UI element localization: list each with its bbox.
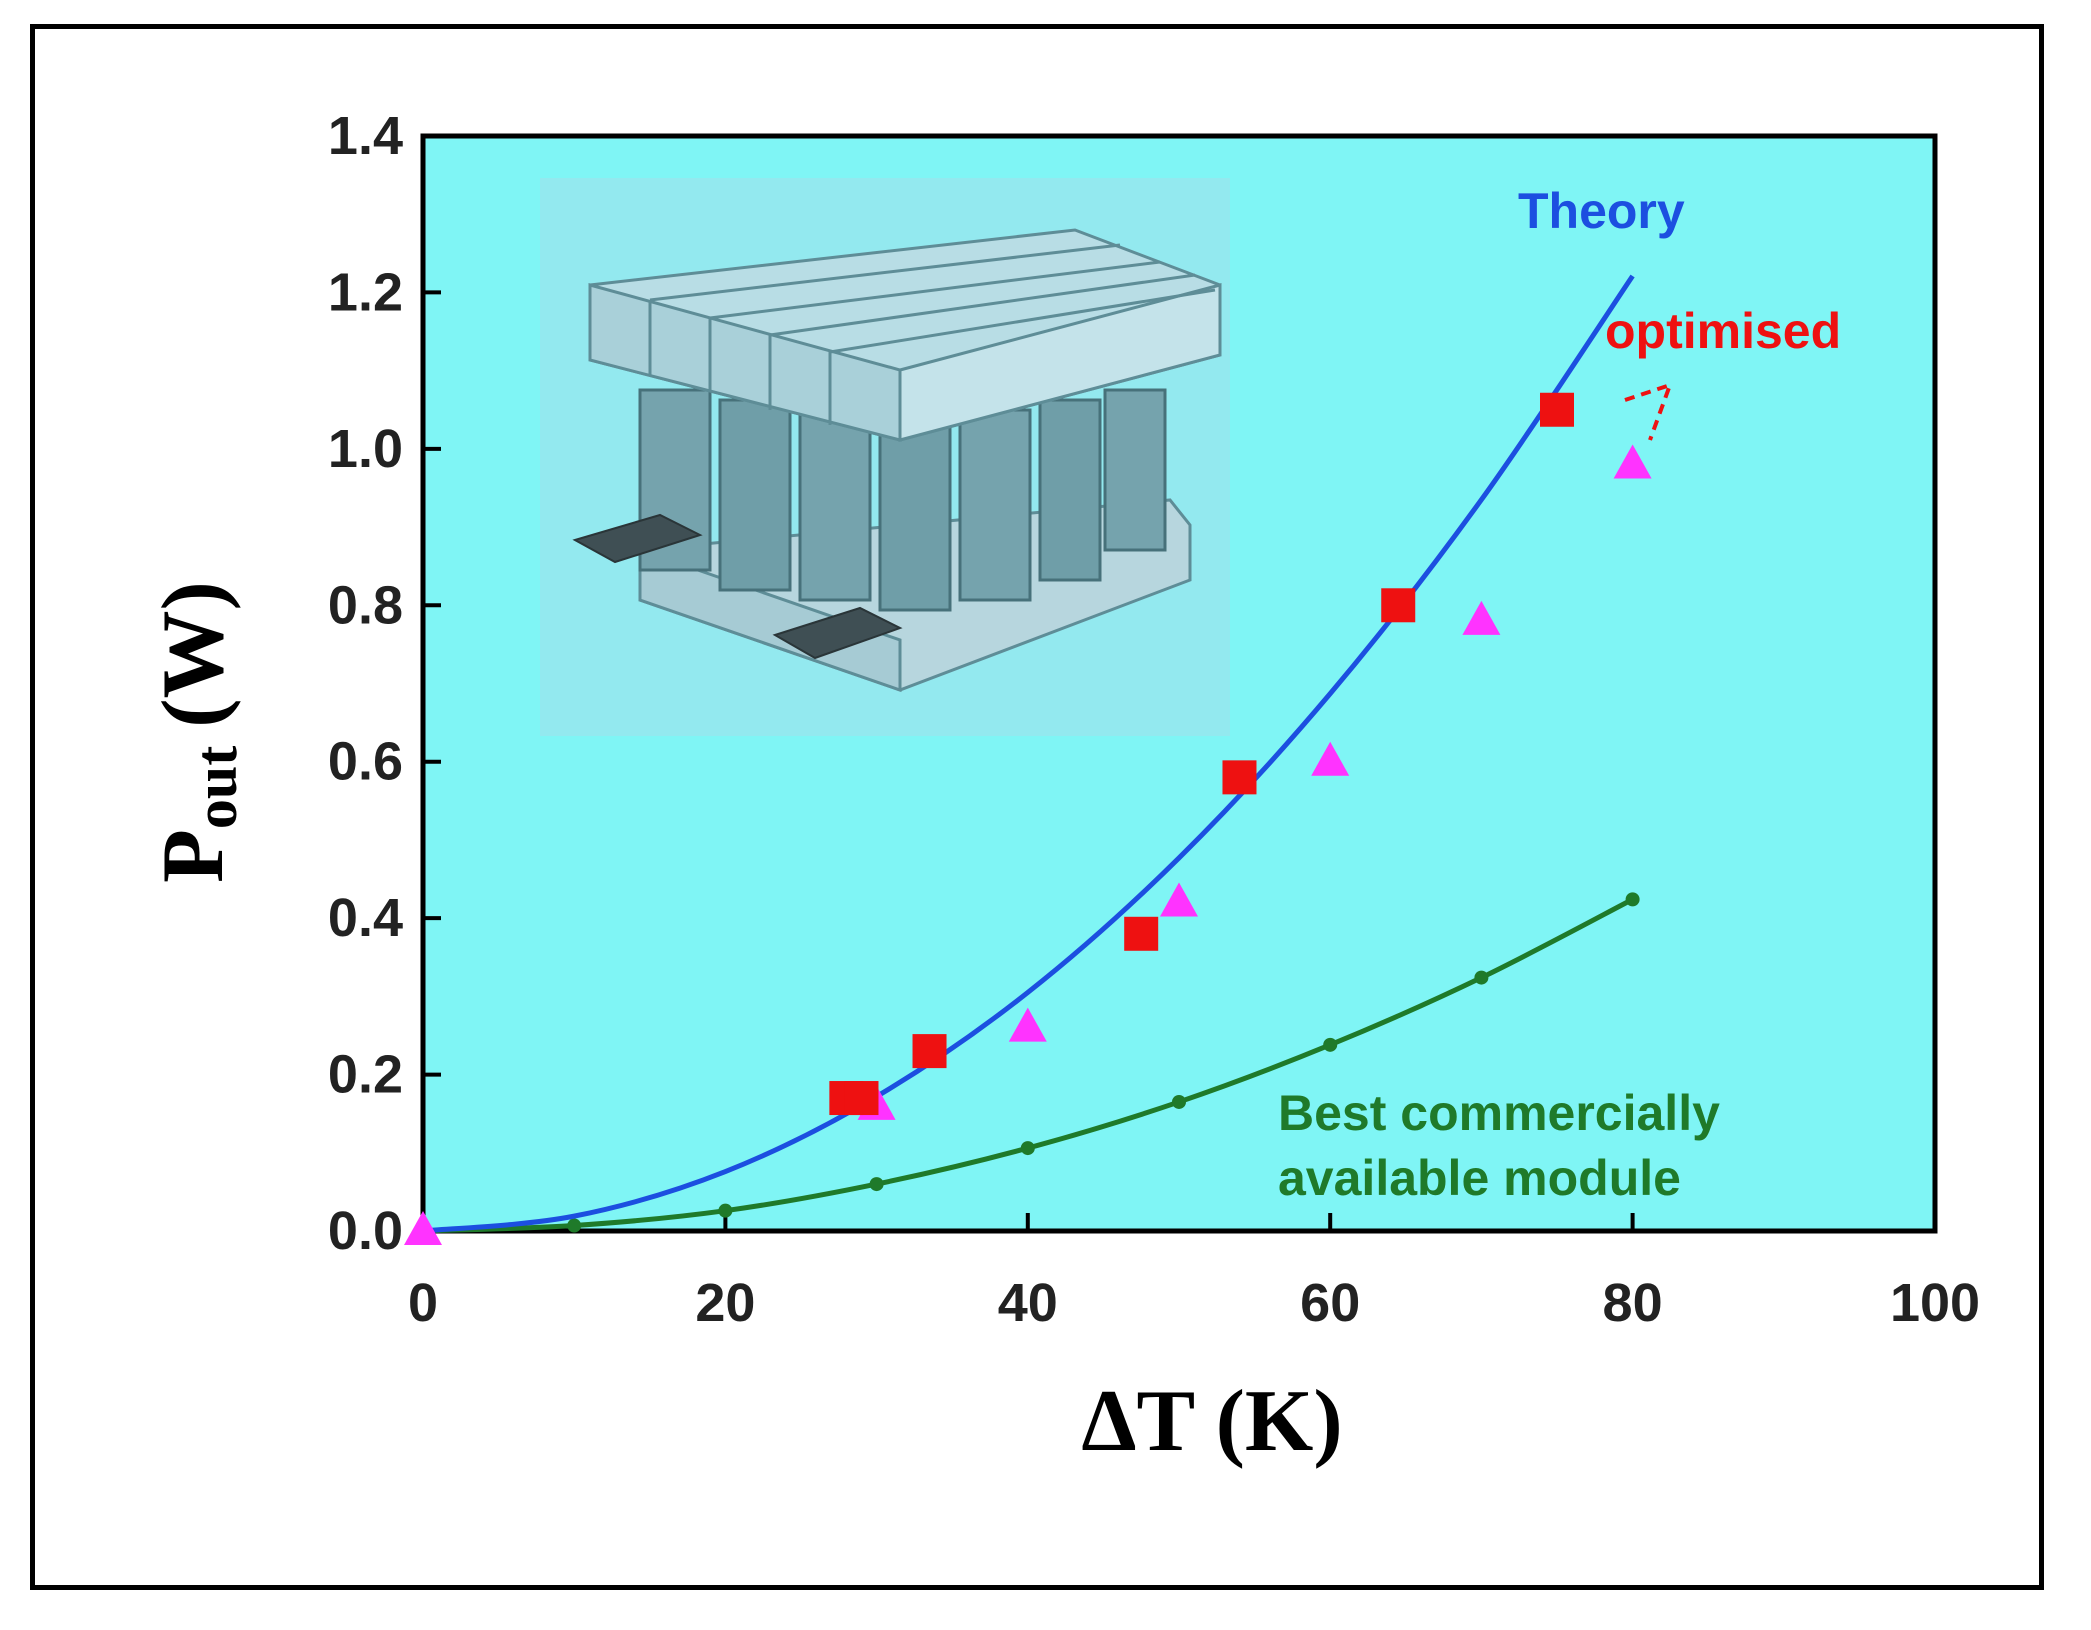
optimised-triangle-point bbox=[1160, 882, 1198, 917]
x-tick-label: 40 bbox=[998, 1273, 1058, 1333]
inset-module-illustration bbox=[540, 178, 1230, 736]
optimised-triangle-point bbox=[1008, 1007, 1047, 1042]
best-commercial-point bbox=[718, 1203, 733, 1218]
y-tick-label: 0.2 bbox=[328, 1045, 403, 1105]
y-axis-title: Pout (W) bbox=[145, 581, 249, 883]
y-tick-label: 0.6 bbox=[328, 732, 403, 792]
theory-curve bbox=[422, 274, 1635, 1234]
theory-annotation: Theory bbox=[1518, 183, 1685, 239]
y-tick-label: 1.0 bbox=[328, 419, 403, 479]
x-axis-title: ΔT (K) bbox=[1081, 1373, 1342, 1470]
best-commercial-annotation-line2: available module bbox=[1278, 1150, 1681, 1206]
y-tick-label: 1.4 bbox=[328, 106, 403, 166]
series-optimised-squares bbox=[829, 392, 1574, 1116]
x-tick-label: 0 bbox=[408, 1273, 438, 1333]
svg-text:Pout(W): Pout (W) bbox=[145, 581, 249, 883]
x-tick-label: 20 bbox=[695, 1273, 755, 1333]
optimised-triangle-point bbox=[404, 1211, 442, 1245]
optimised-square-point bbox=[1222, 760, 1257, 795]
best-commercial-point bbox=[1323, 1037, 1338, 1052]
x-tick-label: 100 bbox=[1890, 1273, 1980, 1333]
best-commercial-annotation-line1: Best commercially bbox=[1278, 1085, 1720, 1141]
optimised-triangle-point bbox=[1462, 600, 1501, 635]
best-commercial-point bbox=[869, 1177, 884, 1192]
y-axis-title-sub: out bbox=[183, 746, 249, 829]
x-tick-label: 80 bbox=[1603, 1273, 1663, 1333]
x-tick-label: 60 bbox=[1300, 1273, 1360, 1333]
best-commercial-point bbox=[567, 1218, 582, 1233]
y-tick-label: 0.8 bbox=[328, 575, 403, 635]
optimised-square-point bbox=[844, 1081, 879, 1116]
y-tick-label: 0.4 bbox=[328, 888, 403, 948]
optimised-square-point bbox=[1124, 916, 1159, 951]
y-axis-title-main: P bbox=[145, 829, 242, 883]
optimised-square-point bbox=[1540, 392, 1574, 427]
optimised-annotation: optimised bbox=[1605, 303, 1841, 359]
axes: 0.0 0.2 0.4 0.6 0.8 1.0 1.2 1.4 0 20 40 60 80 100 bbox=[328, 106, 1980, 1333]
optimised-triangle-point bbox=[1613, 444, 1652, 479]
optimised-pointer-icon bbox=[1624, 381, 1674, 441]
y-tick-label: 1.2 bbox=[328, 262, 403, 322]
series-best-commercial bbox=[416, 892, 1640, 1238]
optimised-triangle-point bbox=[1311, 741, 1350, 776]
best-commercial-point bbox=[1020, 1141, 1035, 1156]
best-commercial-point bbox=[1172, 1094, 1186, 1109]
y-axis-title-unit: (W) bbox=[145, 581, 242, 728]
y-tick-label: 0.0 bbox=[328, 1201, 403, 1261]
best-commercial-point bbox=[1625, 892, 1640, 907]
best-commercial-point bbox=[1474, 970, 1489, 985]
optimised-square-point bbox=[912, 1034, 947, 1069]
series-theory bbox=[422, 274, 1635, 1234]
optimised-square-point bbox=[1381, 588, 1416, 623]
